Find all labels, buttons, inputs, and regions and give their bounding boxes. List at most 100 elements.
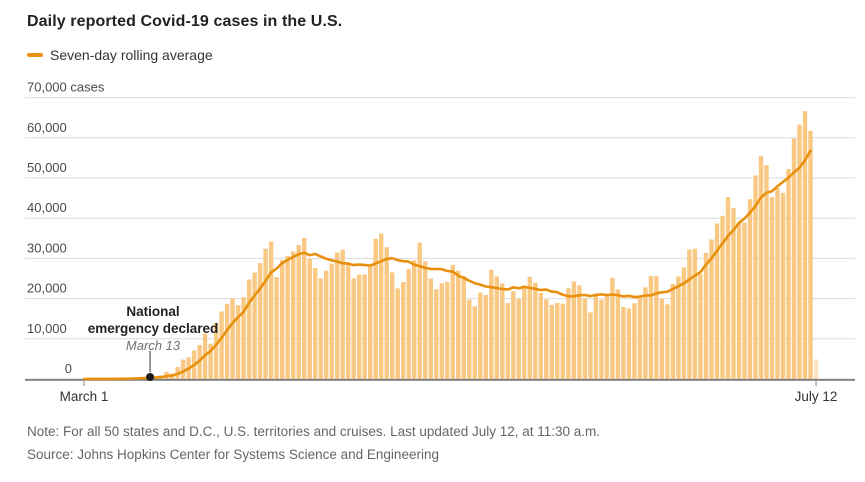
bar-day-40 (302, 237, 307, 379)
bar-day-46 (335, 252, 340, 379)
bar-day-96 (610, 277, 615, 379)
bar-day-24 (213, 322, 219, 379)
bar-day-121 (747, 199, 753, 379)
bar-day-97 (615, 289, 621, 379)
bar-day-92 (588, 312, 593, 379)
bar-day-103 (648, 275, 654, 379)
bar-day-86 (555, 302, 560, 379)
bar-day-123 (758, 156, 764, 379)
bar-day-90 (577, 285, 582, 379)
legend-label: Seven-day rolling average (50, 47, 213, 63)
bar-day-93 (593, 294, 599, 379)
annotation-dot (146, 373, 155, 381)
bar-day-23 (208, 343, 213, 379)
bar-day-70 (467, 299, 472, 379)
bar-day-112 (698, 274, 703, 379)
bar-day-100 (632, 303, 637, 379)
bar-day-63 (428, 278, 433, 379)
y-tick-label: 0 (65, 361, 72, 376)
bar-day-34 (268, 241, 274, 379)
bar-day-109 (681, 267, 687, 379)
bar-day-91 (582, 298, 588, 379)
bar-day-31 (252, 272, 257, 379)
bar-day-60 (412, 260, 417, 379)
bar-day-51 (362, 274, 367, 379)
bar-day-45 (329, 263, 334, 379)
bar-day-48 (346, 262, 351, 379)
bar-day-133 (813, 359, 819, 379)
bar-day-113 (703, 252, 709, 379)
bar-day-126 (775, 188, 780, 379)
bar-day-107 (670, 283, 676, 379)
bar-day-116 (720, 215, 725, 379)
bar-day-50 (357, 274, 362, 379)
bar-day-72 (478, 292, 483, 379)
bar-day-76 (500, 283, 505, 379)
bar-day-124 (764, 165, 769, 379)
bar-day-18 (180, 359, 186, 379)
bar-day-29 (241, 297, 246, 379)
bar-day-41 (307, 259, 312, 379)
bar-day-58 (401, 282, 406, 379)
bar-day-78 (511, 291, 516, 379)
bar-day-111 (692, 248, 698, 379)
bar-day-132 (808, 130, 813, 379)
bar-day-71 (472, 306, 477, 379)
bar-day-25 (219, 311, 224, 379)
bar-day-36 (279, 260, 285, 379)
bar-day-102 (643, 287, 648, 379)
bar-day-56 (390, 272, 395, 379)
x-axis-label-end: July 12 (794, 389, 838, 404)
bar-day-122 (753, 175, 758, 379)
rolling-average-line (82, 149, 812, 381)
annotation-line-1: National (126, 304, 180, 319)
bar-day-119 (736, 223, 742, 379)
bar-day-118 (731, 208, 736, 379)
source-text: Source: Johns Hopkins Center for Systems… (27, 447, 439, 462)
bar-day-59 (406, 269, 411, 379)
bar-day-82 (533, 282, 538, 379)
bar-day-39 (296, 245, 301, 379)
bar-day-125 (769, 197, 775, 379)
bar-day-85 (549, 304, 554, 379)
legend-line-swatch (27, 53, 43, 57)
y-tick-label: 20,000 (27, 281, 67, 296)
bar-day-65 (439, 283, 444, 379)
bar-day-88 (566, 288, 571, 379)
annotation-date: March 13 (125, 338, 181, 353)
y-tick-label: 10,000 (27, 321, 67, 336)
bar-day-68 (456, 270, 461, 379)
bar-day-105 (659, 298, 665, 379)
bar-day-115 (714, 223, 720, 379)
bar-day-77 (505, 303, 510, 379)
y-tick-label: 30,000 (27, 240, 67, 255)
bar-day-108 (676, 276, 681, 379)
bar-day-26 (224, 303, 230, 379)
bar-day-38 (291, 251, 296, 379)
bar-day-84 (544, 299, 549, 379)
note-text: Note: For all 50 states and D.C., U.S. t… (27, 424, 601, 439)
annotation-line-2: emergency declared (87, 321, 219, 336)
bar-day-75 (494, 276, 499, 379)
bar-day-83 (538, 293, 543, 379)
bar-day-43 (318, 278, 323, 379)
bar-day-67 (450, 264, 455, 379)
legend: Seven-day rolling average (27, 47, 213, 63)
annotation-national-emergency: National emergency declared March 13 (53, 303, 253, 354)
bar-day-104 (654, 276, 659, 379)
bar-day-128 (786, 169, 791, 379)
bar-day-99 (626, 308, 632, 379)
bar-day-74 (489, 269, 494, 379)
bar-day-117 (725, 197, 731, 379)
x-axis-label-start: March 1 (59, 389, 109, 404)
bar-day-33 (263, 248, 268, 379)
bar-day-81 (527, 276, 532, 379)
bar-day-131 (802, 111, 808, 379)
bar-day-110 (687, 249, 692, 379)
bar-day-35 (274, 277, 279, 379)
bar-day-53 (373, 238, 378, 379)
bar-day-80 (522, 285, 527, 379)
bar-day-89 (571, 281, 577, 379)
bar-day-47 (340, 249, 345, 379)
